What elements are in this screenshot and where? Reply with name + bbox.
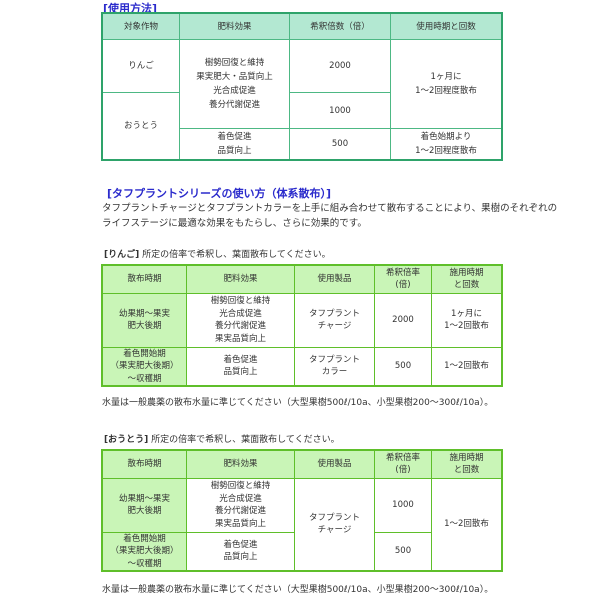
header-cell: 肥料効果	[186, 449, 295, 479]
dilution-cell: 2000	[374, 292, 432, 348]
period-cell: 幼果期〜果実 肥大後期	[101, 477, 187, 533]
header-cell: 使用時期と回数	[390, 12, 503, 40]
effect-cell: 樹勢回復と維持 光合成促進 養分代謝促進 果実品質向上	[186, 292, 295, 348]
crop-cell: りんご	[101, 39, 180, 93]
header-cell: 希釈倍率 (倍)	[374, 264, 432, 294]
dilution-cell: 1000	[289, 92, 391, 129]
dilution-cell: 500	[289, 128, 391, 160]
timing-cell: 着色始期より 1〜2回程度散布	[390, 128, 503, 160]
apple-table: 散布時期 肥料効果 使用製品 希釈倍率 (倍) 施用時期 と回数 幼果期〜果実 肥大後…	[101, 264, 503, 387]
product-cell: タフプラント チャージ	[294, 292, 375, 348]
product-cell: タフプラント カラー	[294, 346, 375, 387]
header-cell: 希釈倍率 (倍)	[374, 449, 432, 479]
header-cell: 施用時期 と回数	[431, 264, 503, 294]
series-desc-line: ライフステージに最適な効果をもたらし、さらに効果的です。	[102, 218, 367, 229]
dilution-cell: 500	[374, 346, 432, 387]
header-cell: 使用製品	[294, 449, 375, 479]
header-cell: 対象作物	[101, 12, 180, 40]
dilution-cell: 1000	[374, 477, 432, 533]
header-cell: 散布時期	[101, 449, 187, 479]
header-cell: 施用時期 と回数	[431, 449, 503, 479]
dilution-cell: 500	[374, 531, 432, 572]
crop-cell: おうとう	[101, 92, 180, 160]
effect-cell: 樹勢回復と維持 果実肥大・品質向上 光合成促進 養分代謝促進	[179, 39, 290, 129]
period-cell: 着色開始期 （果実肥大後期） 〜収穫期	[101, 531, 187, 572]
header-cell: 希釈倍数（倍）	[289, 12, 391, 40]
period-cell: 幼果期〜果実 肥大後期	[101, 292, 187, 348]
timing-cell: 1〜2回散布	[431, 346, 503, 387]
apple-note: 水量は一般農薬の散布水量に準じてください（大型果樹500ℓ/10a、小型果樹20…	[102, 398, 494, 408]
series-title: [タフプラントシリーズの使い方（体系散布）]	[107, 187, 332, 200]
effect-cell: 着色促進 品質向上	[186, 531, 295, 572]
effect-cell: 着色促進 品質向上	[186, 346, 295, 387]
timing-cell: 1〜2回散布	[431, 477, 503, 572]
effect-cell: 樹勢回復と維持 光合成促進 養分代謝促進 果実品質向上	[186, 477, 295, 533]
timing-cell: 1ヶ月に 1〜2回程度散布	[390, 39, 503, 129]
series-desc-line: タフプラントチャージとタフプラントカラーを上手に組み合わせて散布することにより、…	[102, 203, 558, 214]
cherry-table: 散布時期 肥料効果 使用製品 希釈倍率 (倍) 施用時期 と回数 幼果期〜果実 肥大後…	[101, 449, 503, 572]
product-cell: タフプラント チャージ	[294, 477, 375, 572]
period-cell: 着色開始期 （果実肥大後期） 〜収穫期	[101, 346, 187, 387]
usage-title: [使用方法]	[103, 2, 158, 15]
usage-table: 対象作物 肥料効果 希釈倍数（倍） 使用時期と回数 りんご 樹勢回復と維持 果実肥…	[101, 12, 503, 161]
timing-cell: 1ヶ月に 1〜2回散布	[431, 292, 503, 348]
cherry-note: 水量は一般農薬の散布水量に準じてください（大型果樹500ℓ/10a、小型果樹20…	[102, 585, 494, 595]
header-cell: 肥料効果	[179, 12, 290, 40]
effect-cell: 着色促進 品質向上	[179, 128, 290, 160]
header-cell: 使用製品	[294, 264, 375, 294]
dilution-cell: 2000	[289, 39, 391, 93]
cherry-label: [おうとう] 所定の倍率で希釈し、葉面散布してください。	[104, 435, 340, 445]
header-cell: 散布時期	[101, 264, 187, 294]
header-cell: 肥料効果	[186, 264, 295, 294]
apple-label: [りんご] 所定の倍率で希釈し、葉面散布してください。	[104, 250, 331, 260]
